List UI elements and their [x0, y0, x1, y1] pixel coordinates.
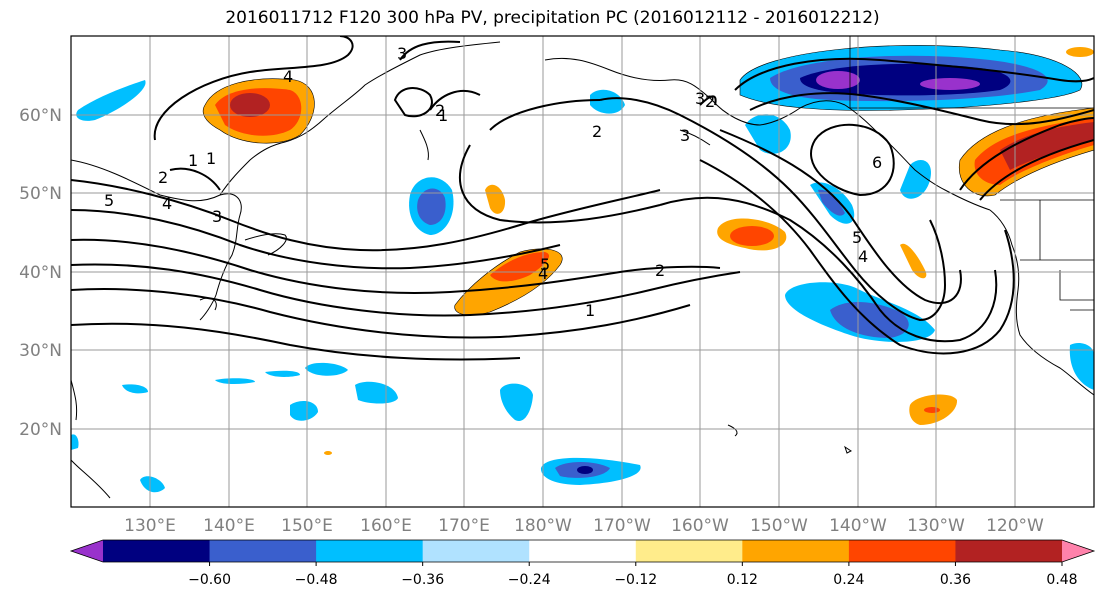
contour-labels: 4 3 2 1 5 4 3 2 1 1 5 2 3 2 1 6 5 4 4 3 …	[104, 44, 882, 320]
colorbar: −0.60 −0.48 −0.36 −0.24 −0.12 0.12 0.24 0.36 0.4…	[69, 539, 1096, 588]
lon-tick-label: 140°W	[829, 516, 887, 536]
contour-label: 5	[104, 191, 114, 210]
lon-tick-label: 140°E	[203, 516, 255, 536]
colorbar-tick-label: 0.12	[727, 572, 758, 588]
contour-label: 3	[695, 89, 705, 108]
colorbar-swatch	[209, 540, 317, 562]
colorbar-tick-label: −0.48	[295, 572, 338, 588]
colorbar-extend-max	[1062, 540, 1094, 562]
contour-label: 4	[538, 264, 548, 283]
lon-tick-label: 130°E	[124, 516, 176, 536]
contour-label: 2	[655, 261, 665, 280]
map-frame	[70, 35, 1095, 508]
contour-label: 2	[705, 92, 715, 111]
map-title: 2016011712 F120 300 hPa PV, precipitatio…	[225, 8, 880, 28]
colorbar-swatch	[635, 540, 743, 562]
contour-label: 2	[592, 122, 602, 141]
contour-label: 1	[438, 106, 448, 125]
colorbar-swatch	[422, 540, 530, 562]
lon-tick-label: 170°E	[438, 516, 490, 536]
lon-tick-label: 160°E	[360, 516, 412, 536]
lon-tick-label: 120°W	[986, 516, 1044, 536]
coastlines	[71, 41, 1094, 499]
colorbar-swatch	[529, 540, 637, 562]
colorbar-tick-label: −0.24	[508, 572, 551, 588]
pv-contours	[71, 36, 1094, 361]
colorbar-tick-label: −0.12	[614, 572, 657, 588]
lon-tick-label: 130°W	[907, 516, 965, 536]
colorbar-swatch	[742, 540, 850, 562]
colorbar-swatch	[103, 540, 211, 562]
lon-axis: 130°E 140°E 150°E 160°E 170°E 180°W 170°…	[124, 516, 1044, 536]
lon-tick-label: 160°W	[671, 516, 729, 536]
contour-label: 1	[206, 149, 216, 168]
lon-tick-label: 180°W	[514, 516, 572, 536]
lat-tick-label: 50°N	[19, 184, 62, 204]
lon-tick-label: 150°W	[750, 516, 808, 536]
colorbar-tick-label: −0.60	[188, 572, 231, 588]
contour-label: 5	[540, 255, 550, 274]
lon-tick-label: 150°E	[281, 516, 333, 536]
colorbar-swatch	[955, 540, 1063, 562]
contour-label: 6	[872, 153, 882, 172]
colorbar-tick-label: 0.24	[833, 572, 864, 588]
gridlines	[71, 36, 1094, 507]
colorbar-tick-label: −0.36	[401, 572, 444, 588]
lat-tick-label: 60°N	[19, 106, 62, 126]
lat-tick-label: 40°N	[19, 263, 62, 283]
lat-tick-label: 30°N	[19, 341, 62, 361]
contour-label: 4	[162, 194, 172, 213]
contour-label: 5	[852, 228, 862, 247]
lat-axis: 60°N 50°N 40°N 30°N 20°N	[19, 106, 62, 440]
contour-label: 3	[397, 44, 407, 63]
colorbar-swatch	[316, 540, 424, 562]
contour-label: 2	[158, 168, 168, 187]
contour-label: 1	[188, 151, 198, 170]
contour-label: 4	[283, 67, 293, 86]
borders	[849, 36, 1094, 311]
colorbar-tick-label: 0.36	[940, 572, 971, 588]
contour-label: 3	[212, 207, 222, 226]
colorbar-tick-label: 0.48	[1046, 572, 1077, 588]
colorbar-extend-min	[71, 540, 103, 562]
lat-tick-label: 20°N	[19, 420, 62, 440]
colorbar-swatch	[848, 540, 956, 562]
lon-tick-label: 170°W	[593, 516, 651, 536]
contour-label: 3	[680, 126, 690, 145]
colorbar-outline	[69, 539, 1096, 563]
contour-label: 4	[858, 247, 868, 266]
contour-label: 1	[585, 301, 595, 320]
contour-label: 2	[435, 101, 445, 120]
